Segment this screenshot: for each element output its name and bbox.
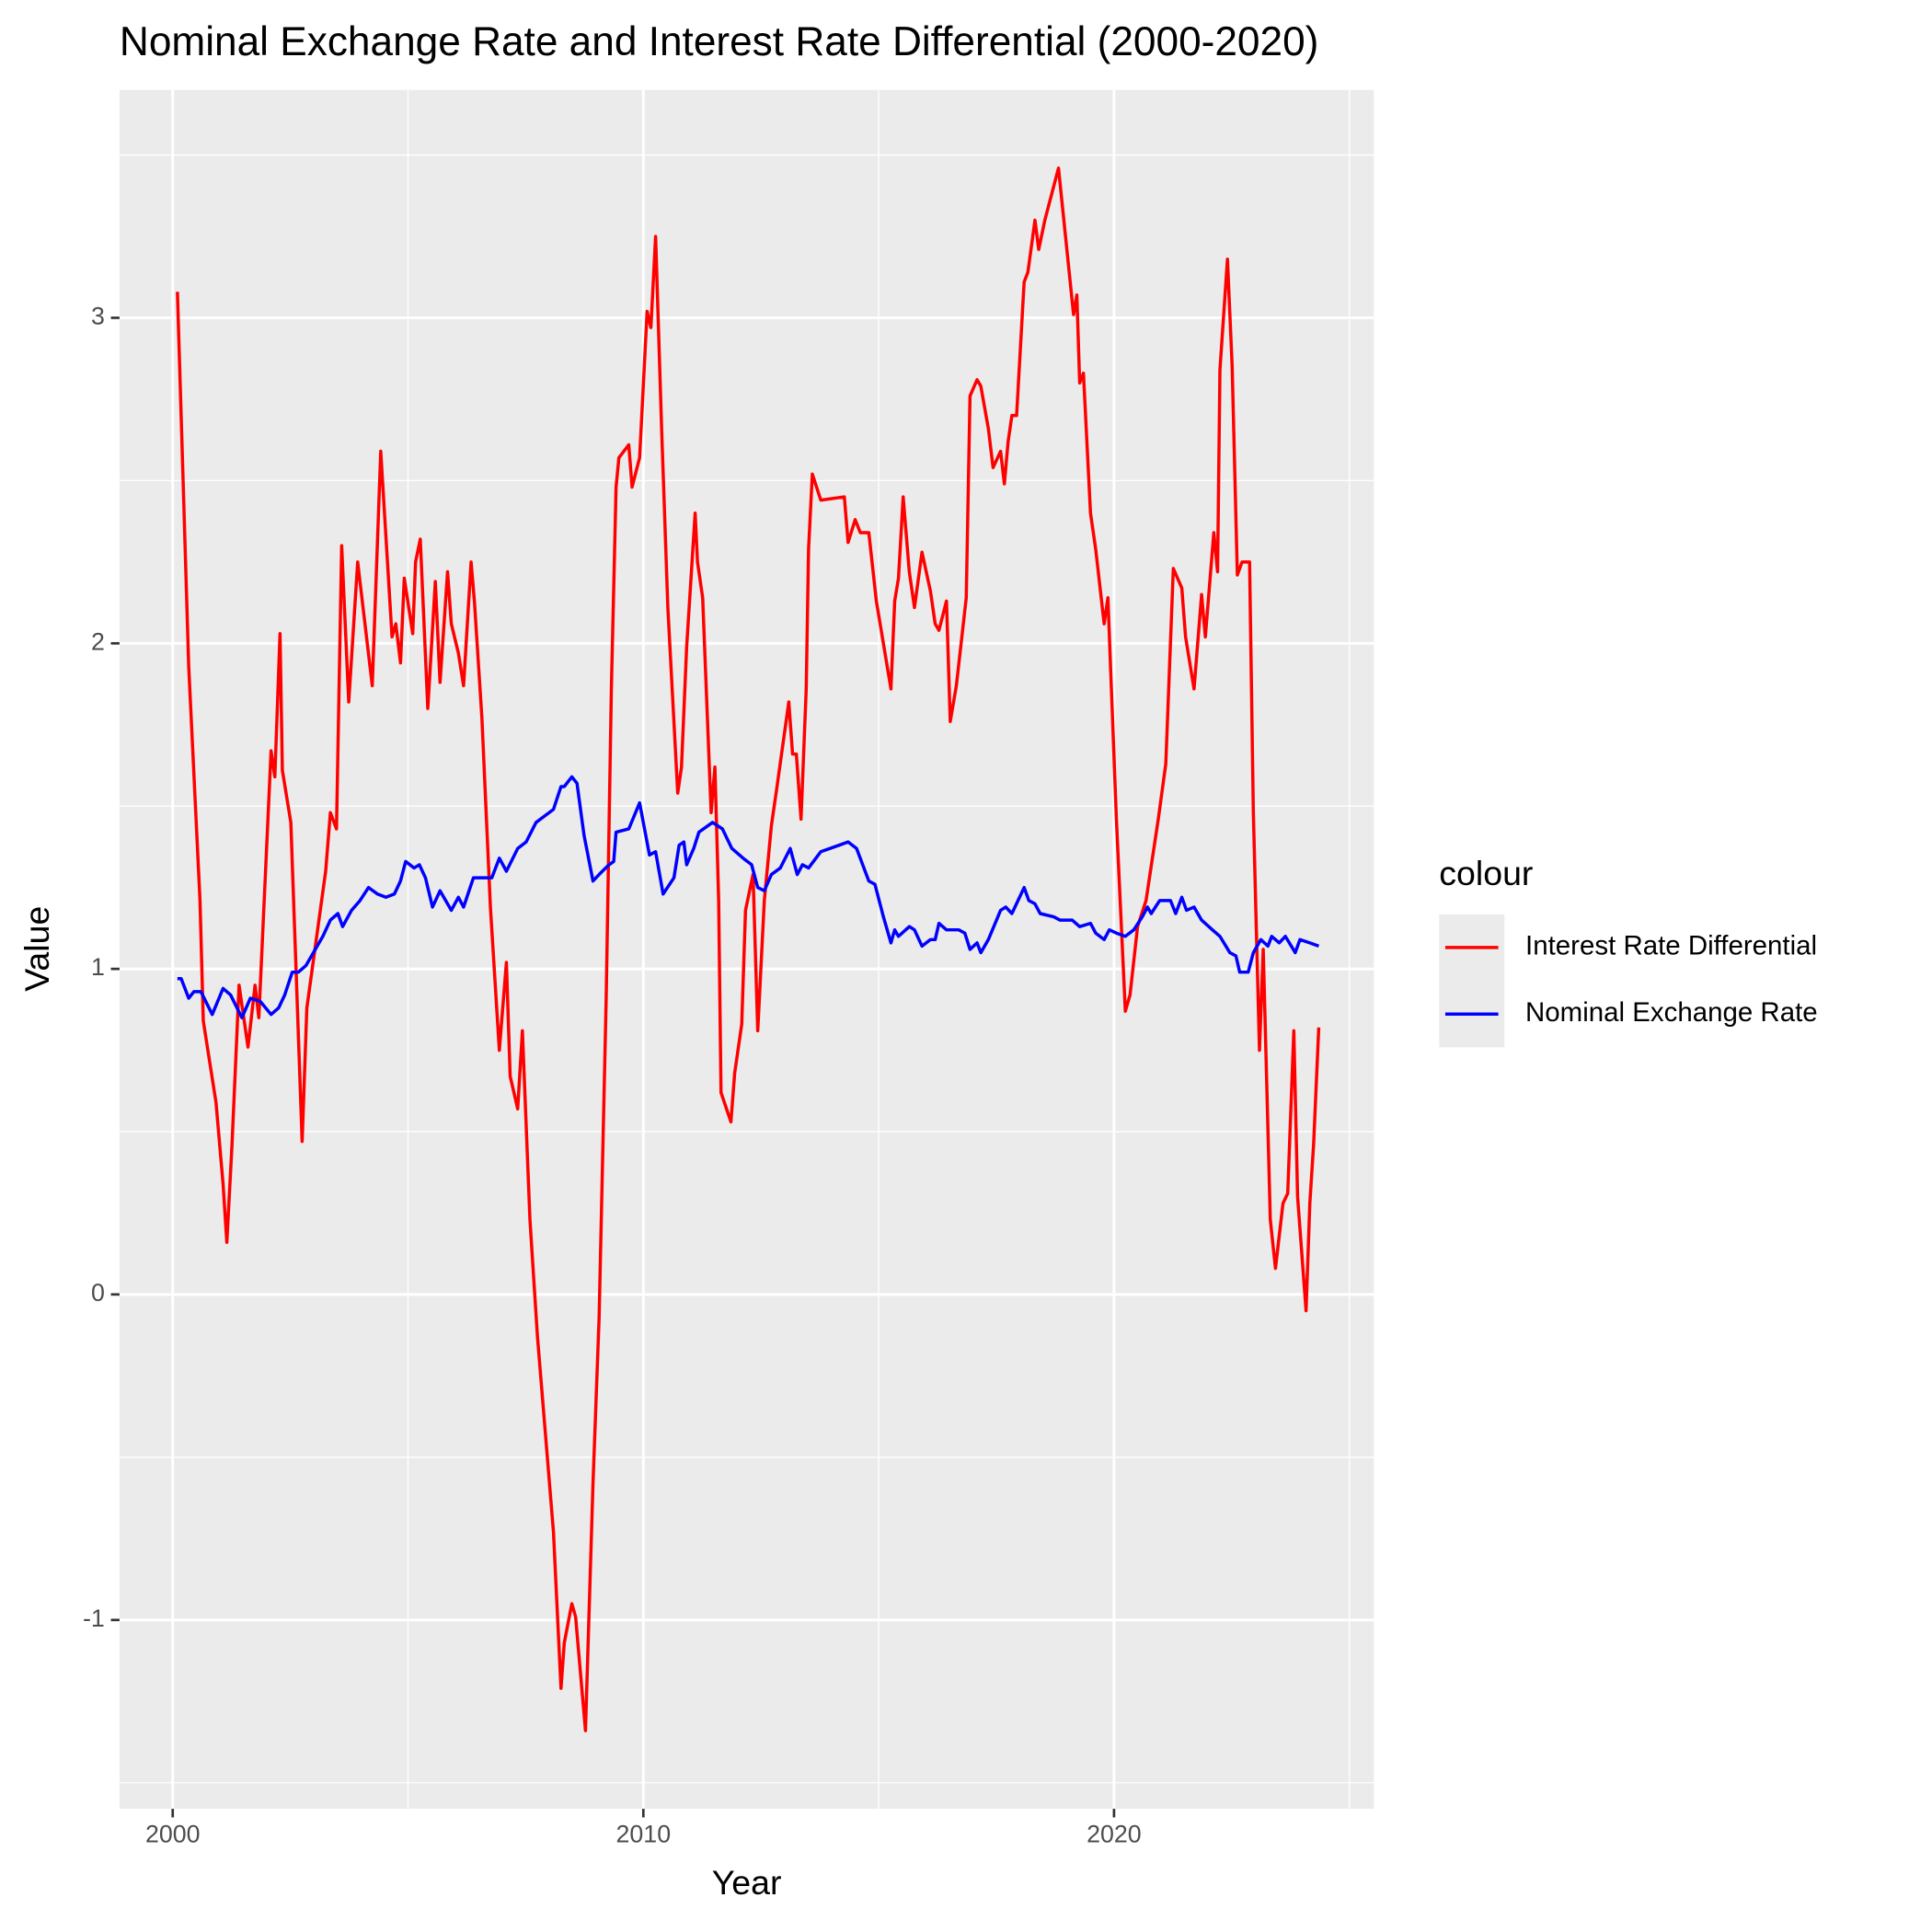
y-tick-label: 1 xyxy=(91,953,105,981)
x-tick-label: 2020 xyxy=(1087,1821,1142,1848)
legend-label: Interest Rate Differential xyxy=(1525,931,1817,961)
legend: colour Interest Rate Differential Nominal… xyxy=(1439,854,1818,1048)
legend-key-background xyxy=(1439,914,1505,1048)
x-tick-label: 2010 xyxy=(616,1821,672,1848)
x-axis-title: Year xyxy=(712,1863,782,1902)
y-tick-label: 2 xyxy=(91,627,105,655)
axes: 2000 2010 2020 -1 0 1 2 3 xyxy=(83,303,1142,1848)
y-tick-label: 0 xyxy=(91,1279,105,1306)
series-line xyxy=(177,775,1320,1019)
chart-title: Nominal Exchange Rate and Interest Rate … xyxy=(120,19,1318,64)
legend-label: Nominal Exchange Rate xyxy=(1525,997,1818,1028)
y-tick-label: 3 xyxy=(91,303,105,330)
series-line xyxy=(176,166,1321,1732)
x-tick-label: 2000 xyxy=(145,1821,201,1848)
legend-title: colour xyxy=(1439,854,1533,892)
panel xyxy=(119,89,1374,1810)
y-axis-title: Value xyxy=(17,906,56,992)
y-tick-label: -1 xyxy=(83,1604,105,1632)
grid xyxy=(119,89,1374,1810)
lines xyxy=(176,166,1321,1732)
